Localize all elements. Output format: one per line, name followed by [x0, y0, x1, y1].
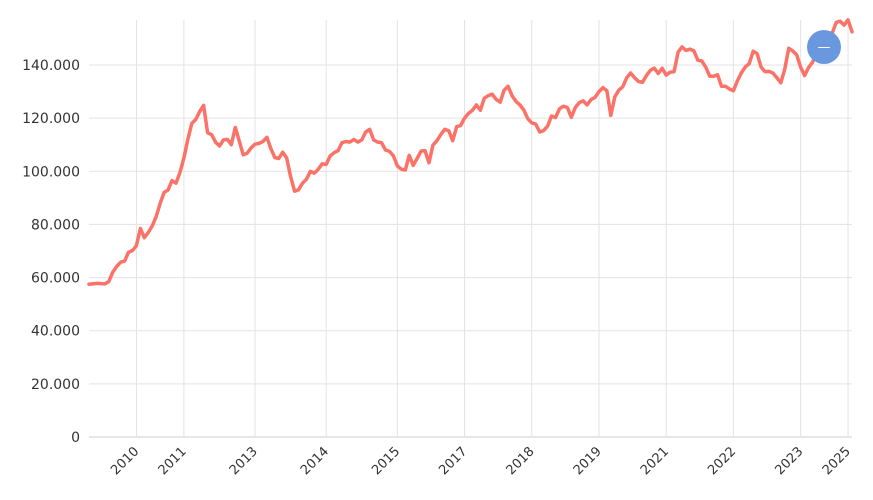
x-tick-label: 2014 [298, 444, 332, 478]
x-tick-label: 2019 [571, 444, 605, 478]
y-tick-label: 40.000 [31, 324, 80, 340]
y-tick-label: 60.000 [31, 271, 80, 287]
y-tick-label: 100.000 [22, 164, 80, 180]
y-tick-label: 140.000 [22, 58, 80, 74]
y-tick-label: 120.000 [22, 111, 80, 127]
x-tick-label: 2022 [705, 444, 739, 478]
series-line [87, 18, 854, 286]
x-axis: 2010 2011 2013 2014 2015 2017 2018 2019 2021 2022… [108, 444, 854, 478]
x-tick-label: 2018 [504, 444, 538, 478]
minus-icon[interactable]: — [818, 40, 831, 55]
y-tick-label: 20.000 [31, 377, 80, 393]
x-tick-label: 2015 [369, 444, 403, 478]
x-tick-label: 2021 [638, 444, 672, 478]
zoom-out-button[interactable]: — [807, 30, 841, 64]
x-tick-label: 2010 [108, 444, 142, 478]
x-tick-label: 2011 [156, 444, 190, 478]
x-tick-label: 2025 [820, 444, 854, 478]
x-tick-label: 2023 [772, 444, 806, 478]
y-tick-label: 80.000 [31, 217, 80, 233]
series-layer [87, 18, 854, 286]
y-axis: 0 20.000 40.000 60.000 80.000 100.000 120.000 1… [22, 58, 80, 446]
y-tick-label: 0 [71, 430, 80, 446]
grid-lines [89, 20, 852, 438]
x-tick-label: 2013 [227, 444, 261, 478]
x-tick-label: 2017 [436, 444, 470, 478]
